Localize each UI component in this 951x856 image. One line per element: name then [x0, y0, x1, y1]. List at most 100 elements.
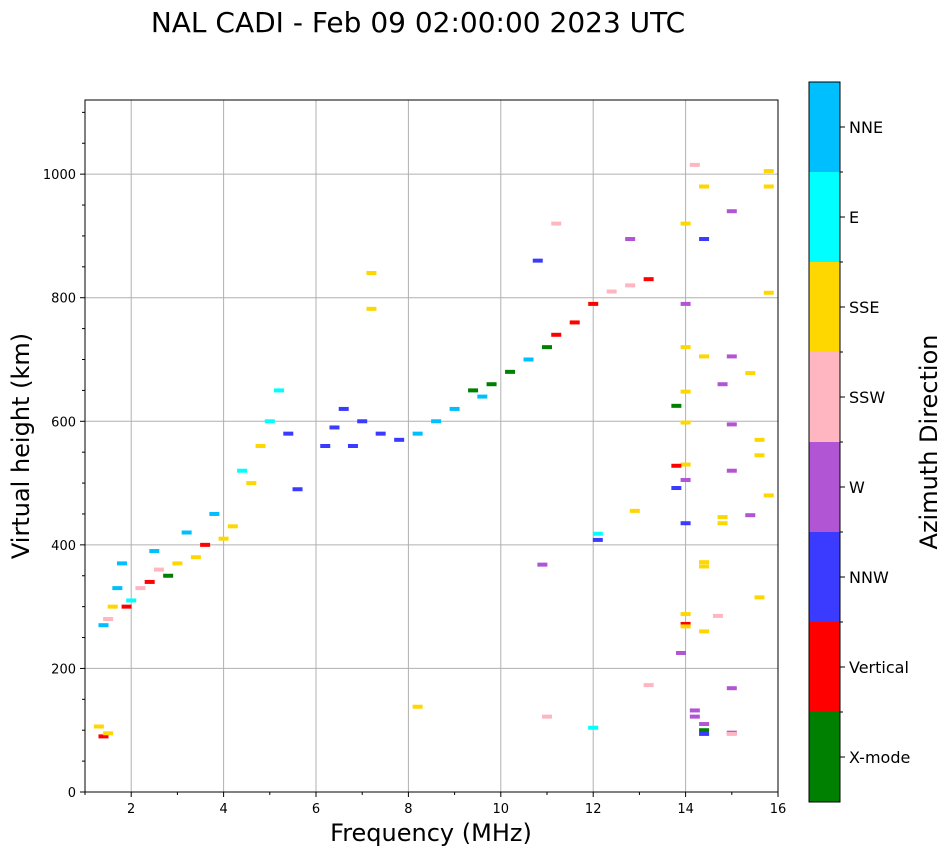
- echo-point: [680, 621, 691, 626]
- echo-point: [689, 708, 700, 713]
- echo-point: [606, 289, 617, 294]
- echo-point: [551, 332, 562, 337]
- y-tick-label: 800: [51, 292, 76, 307]
- colorbar-segment: [809, 622, 840, 712]
- x-axis-label: Frequency (MHz): [330, 819, 532, 847]
- echo-point: [699, 354, 710, 359]
- echo-point: [144, 579, 155, 584]
- echo-point: [505, 369, 516, 374]
- echo-point: [551, 221, 562, 226]
- x-tick-label: 16: [770, 802, 787, 817]
- x-tick-label: 6: [312, 802, 320, 817]
- echo-point: [412, 431, 423, 436]
- echo-point: [163, 573, 174, 578]
- echo-point: [264, 419, 275, 424]
- echo-point: [625, 237, 636, 242]
- echo-point: [394, 437, 405, 442]
- colorbar-segment: [809, 172, 840, 262]
- echo-point: [121, 604, 132, 609]
- echo-point: [754, 595, 765, 600]
- echo-point: [209, 511, 220, 516]
- echo-point: [227, 524, 238, 529]
- echo-point: [190, 555, 201, 560]
- echo-point: [347, 444, 358, 448]
- echo-point: [255, 444, 266, 448]
- echo-point: [680, 477, 691, 482]
- y-axis-label: Virtual height (km): [7, 333, 35, 559]
- echo-point: [153, 567, 164, 572]
- echo-point: [745, 371, 756, 376]
- echo-point: [763, 493, 774, 498]
- colorbar-label: SSW: [849, 388, 885, 407]
- echo-point: [726, 731, 737, 736]
- echo-point: [726, 354, 737, 359]
- echo-point: [588, 301, 599, 306]
- echo-point: [689, 714, 700, 719]
- colorbar-label: X-mode: [849, 748, 910, 767]
- echo-point: [468, 388, 479, 393]
- echo-point: [532, 258, 543, 263]
- echo-point: [375, 431, 386, 436]
- echo-point: [754, 453, 765, 458]
- echo-point: [699, 731, 710, 736]
- y-tick-label: 200: [51, 662, 76, 677]
- echo-point: [763, 290, 774, 295]
- echo-point: [680, 462, 691, 467]
- echo-point: [680, 345, 691, 350]
- echo-point: [726, 468, 737, 473]
- colorbar-label: SSE: [849, 298, 879, 317]
- x-tick-label: 10: [493, 802, 510, 817]
- echo-point: [135, 586, 146, 591]
- echo-point: [588, 725, 599, 730]
- echo-point: [542, 714, 552, 719]
- colorbar-label: NNW: [849, 568, 889, 587]
- echo-point: [699, 629, 710, 634]
- echo-point: [431, 419, 442, 424]
- colorbar-frame: [808, 81, 841, 803]
- echo-point: [689, 162, 700, 167]
- echo-point: [763, 169, 774, 174]
- echo-point: [172, 561, 183, 566]
- x-tick-label: 4: [219, 802, 227, 817]
- echo-point: [246, 481, 257, 486]
- echo-point: [699, 722, 710, 727]
- echo-point: [680, 389, 691, 394]
- echo-point: [726, 686, 737, 691]
- echo-point: [292, 487, 303, 492]
- echo-point: [537, 562, 548, 567]
- chart-title: NAL CADI - Feb 09 02:00:00 2023 UTC: [150, 6, 686, 39]
- echo-point: [149, 549, 160, 554]
- colorbar-segment: [809, 442, 840, 532]
- echo-point: [103, 731, 114, 736]
- echo-point: [699, 237, 710, 242]
- echo-point: [717, 515, 728, 520]
- echo-point: [93, 724, 104, 729]
- echo-point: [680, 301, 691, 306]
- echo-point: [754, 437, 765, 442]
- echo-point: [592, 531, 603, 536]
- echo-points: [93, 162, 774, 739]
- echo-point: [366, 306, 377, 311]
- echo-point: [477, 394, 488, 399]
- echo-point: [643, 683, 654, 688]
- echo-point: [200, 542, 211, 547]
- echo-point: [680, 221, 691, 226]
- echo-point: [699, 560, 710, 565]
- echo-point: [126, 598, 137, 603]
- colorbar-segment: [809, 712, 840, 802]
- y-tick-label: 600: [51, 415, 76, 430]
- colorbar-label: W: [849, 478, 865, 497]
- echo-point: [112, 586, 123, 591]
- x-axis: 2 4 6 8 10 12 14 16: [84, 792, 787, 817]
- echo-point: [629, 508, 640, 513]
- echo-point: [680, 521, 691, 526]
- echo-point: [569, 320, 580, 325]
- echo-point: [98, 734, 109, 739]
- echo-point: [283, 431, 294, 436]
- echo-point: [329, 425, 340, 430]
- y-tick-label: 400: [51, 539, 76, 554]
- echo-point: [671, 403, 682, 408]
- echo-point: [107, 604, 118, 609]
- echo-point: [523, 357, 534, 362]
- colorbar-segment: [809, 352, 840, 442]
